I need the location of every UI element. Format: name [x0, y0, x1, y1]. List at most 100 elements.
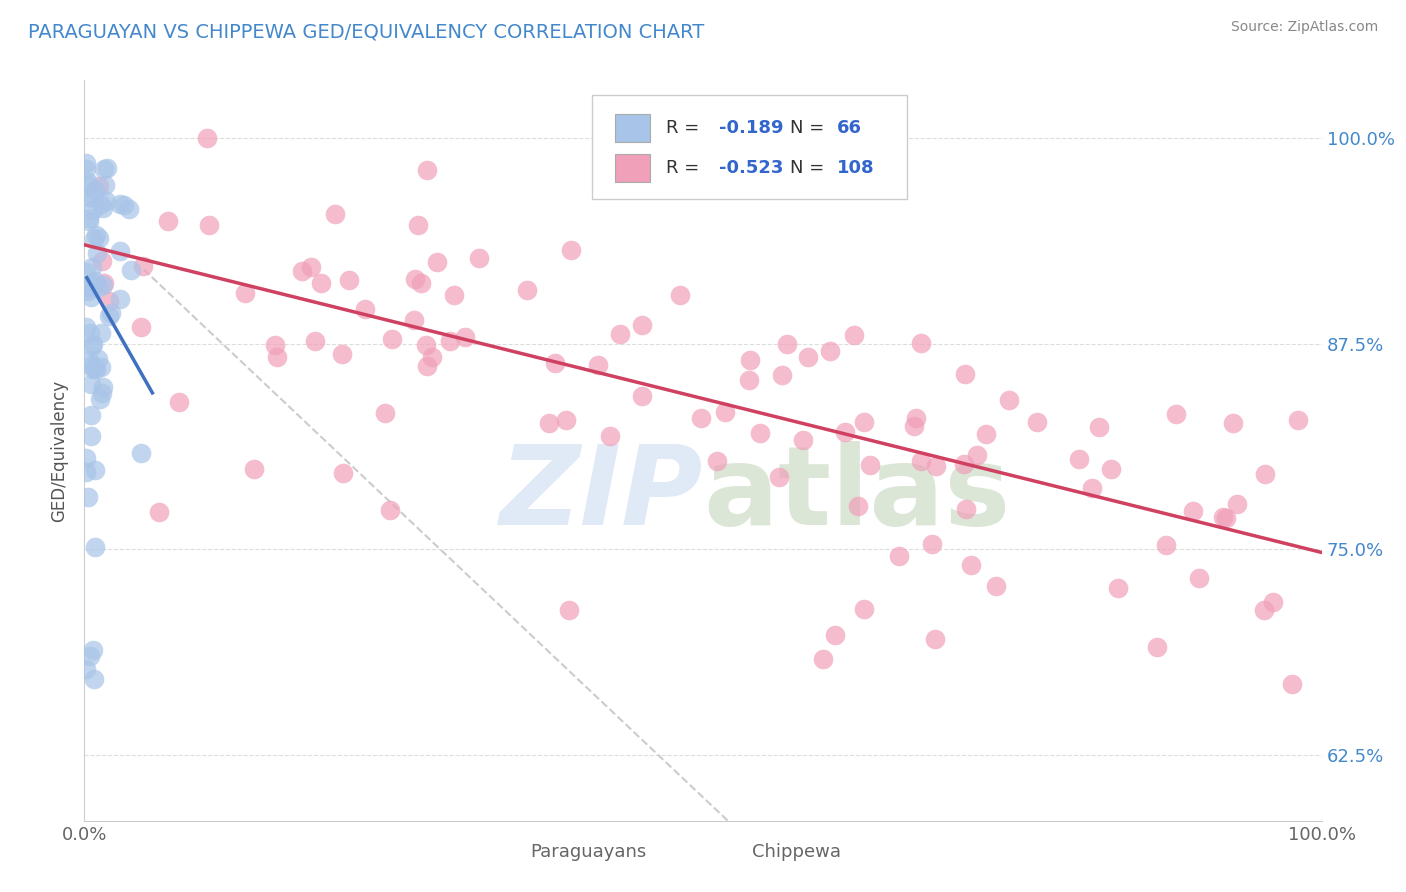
Point	[770, 368, 793, 382]
Point	[112, 197, 135, 211]
Point	[75, 466, 97, 480]
Point	[332, 347, 354, 361]
Point	[775, 337, 797, 351]
Point	[690, 411, 713, 425]
Point	[86, 246, 108, 260]
Point	[374, 406, 396, 420]
Point	[108, 292, 131, 306]
Point	[337, 273, 360, 287]
Point	[467, 251, 489, 265]
Point	[100, 306, 122, 320]
Point	[325, 207, 347, 221]
Point	[76, 162, 98, 177]
Point	[83, 231, 105, 245]
Point	[960, 558, 983, 572]
Point	[599, 428, 621, 442]
Point	[332, 467, 354, 481]
Point	[411, 276, 433, 290]
FancyBboxPatch shape	[616, 113, 650, 142]
Point	[96, 161, 118, 175]
Point	[1253, 602, 1275, 616]
Point	[120, 262, 142, 277]
Point	[75, 662, 97, 676]
Point	[76, 490, 98, 504]
Point	[1222, 417, 1244, 431]
Point	[560, 244, 582, 258]
Point	[90, 197, 112, 211]
Point	[824, 628, 846, 642]
Text: 108: 108	[837, 159, 875, 177]
Point	[82, 362, 104, 376]
Point	[80, 408, 103, 422]
Point	[291, 264, 314, 278]
Point	[83, 463, 105, 477]
Point	[955, 368, 977, 382]
Point	[89, 392, 111, 407]
Point	[905, 411, 928, 425]
Text: -0.523: -0.523	[718, 159, 783, 177]
Point	[84, 361, 107, 376]
Point	[955, 502, 977, 516]
Point	[380, 502, 402, 516]
Point	[80, 290, 103, 304]
Point	[129, 320, 152, 334]
Point	[609, 326, 631, 341]
Point	[263, 338, 285, 352]
Point	[1188, 571, 1211, 585]
Text: Paraguayans: Paraguayans	[530, 844, 645, 862]
Point	[426, 254, 449, 268]
Point	[75, 320, 97, 334]
Point	[1069, 452, 1091, 467]
Point	[1108, 581, 1130, 595]
Point	[1025, 415, 1047, 429]
Text: PARAGUAYAN VS CHIPPEWA GED/EQUIVALENCY CORRELATION CHART: PARAGUAYAN VS CHIPPEWA GED/EQUIVALENCY C…	[28, 22, 704, 41]
Point	[93, 276, 115, 290]
Point	[998, 392, 1021, 407]
Point	[90, 254, 112, 268]
Point	[82, 642, 104, 657]
Point	[555, 413, 578, 427]
Point	[404, 272, 426, 286]
Point	[82, 260, 104, 275]
Point	[1263, 595, 1285, 609]
Point	[1226, 497, 1249, 511]
Point	[924, 632, 946, 646]
Point	[77, 211, 100, 225]
Point	[818, 343, 841, 358]
Point	[354, 302, 377, 317]
Point	[910, 454, 932, 468]
Point	[415, 337, 437, 351]
Point	[706, 454, 728, 468]
Point	[83, 277, 105, 291]
Point	[768, 470, 790, 484]
Text: Chippewa: Chippewa	[752, 844, 842, 862]
Point	[889, 549, 911, 563]
Point	[82, 202, 104, 217]
Point	[738, 353, 761, 368]
Point	[83, 672, 105, 686]
Point	[309, 277, 332, 291]
Point	[631, 318, 654, 332]
Point	[853, 601, 876, 615]
Text: N =: N =	[790, 159, 830, 177]
Point	[75, 156, 97, 170]
Point	[558, 603, 581, 617]
Point	[75, 280, 97, 294]
Point	[416, 359, 439, 373]
Point	[90, 326, 112, 340]
FancyBboxPatch shape	[499, 843, 522, 862]
Point	[132, 260, 155, 274]
Point	[148, 505, 170, 519]
Point	[738, 373, 761, 387]
Point	[157, 214, 180, 228]
Point	[813, 651, 835, 665]
Point	[792, 434, 814, 448]
Point	[842, 327, 865, 342]
Point	[454, 329, 477, 343]
Point	[80, 377, 103, 392]
Point	[108, 196, 131, 211]
Point	[796, 350, 818, 364]
Text: R =: R =	[666, 119, 704, 136]
Point	[80, 428, 103, 442]
Point	[98, 294, 121, 309]
